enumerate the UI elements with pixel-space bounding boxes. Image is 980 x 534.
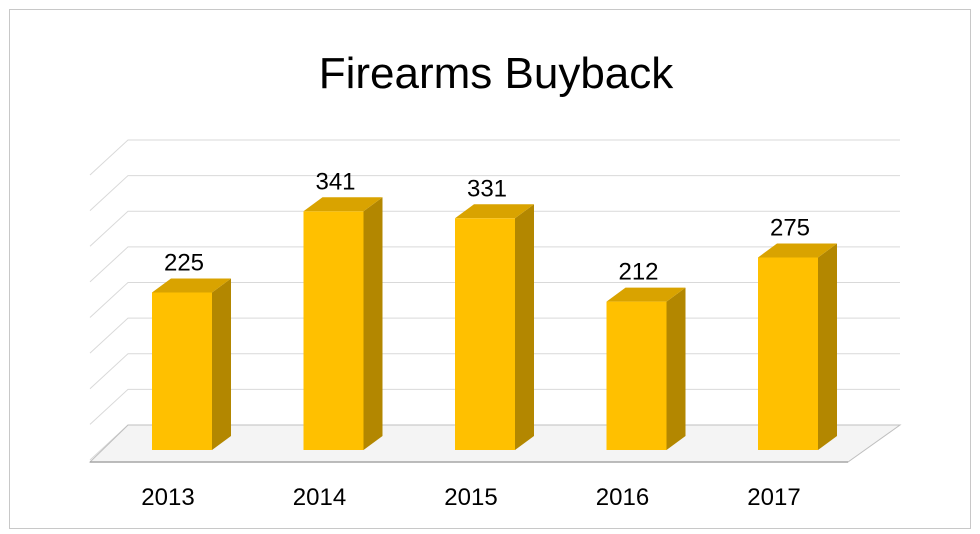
bar-top [303, 197, 383, 212]
bar-2015 [455, 204, 534, 450]
category-label-2016: 2016 [596, 484, 649, 511]
category-label-2013: 2013 [141, 484, 194, 511]
value-labels: 225 341 331 212 275 [164, 168, 810, 285]
chart-title: Firearms Buyback [319, 49, 675, 98]
category-label-2017: 2017 [747, 484, 800, 511]
bar-side [515, 204, 534, 450]
bar-2016 [606, 287, 686, 450]
bar-top [758, 243, 837, 258]
category-labels: 2013 2014 2015 2016 2017 [141, 484, 800, 511]
bar-top [606, 287, 686, 302]
gridline [89, 175, 900, 211]
value-label-2015: 331 [467, 175, 507, 202]
category-label-2015: 2015 [444, 484, 497, 511]
bar-front [152, 292, 212, 450]
bar-top [455, 204, 534, 219]
gridline [89, 210, 900, 247]
category-label-2014: 2014 [293, 484, 346, 511]
bar-2014 [303, 197, 383, 450]
value-label-2016: 212 [618, 259, 658, 286]
value-label-2014: 341 [315, 168, 355, 195]
bar-front [455, 218, 515, 450]
bar-side [818, 243, 837, 450]
bar-side [212, 278, 231, 450]
bar-front [303, 211, 364, 450]
value-label-2017: 275 [770, 215, 810, 242]
bar-2013 [152, 278, 231, 450]
bars [152, 197, 837, 450]
value-label-2013: 225 [164, 250, 204, 277]
bar-front [606, 301, 667, 450]
bar-top [152, 278, 231, 293]
gridline [89, 246, 900, 283]
bar-side [666, 287, 686, 450]
gridline [89, 282, 900, 318]
bar-2017 [758, 243, 837, 450]
gridline [89, 139, 900, 176]
bar-front [758, 257, 818, 450]
bar-side [363, 197, 383, 450]
